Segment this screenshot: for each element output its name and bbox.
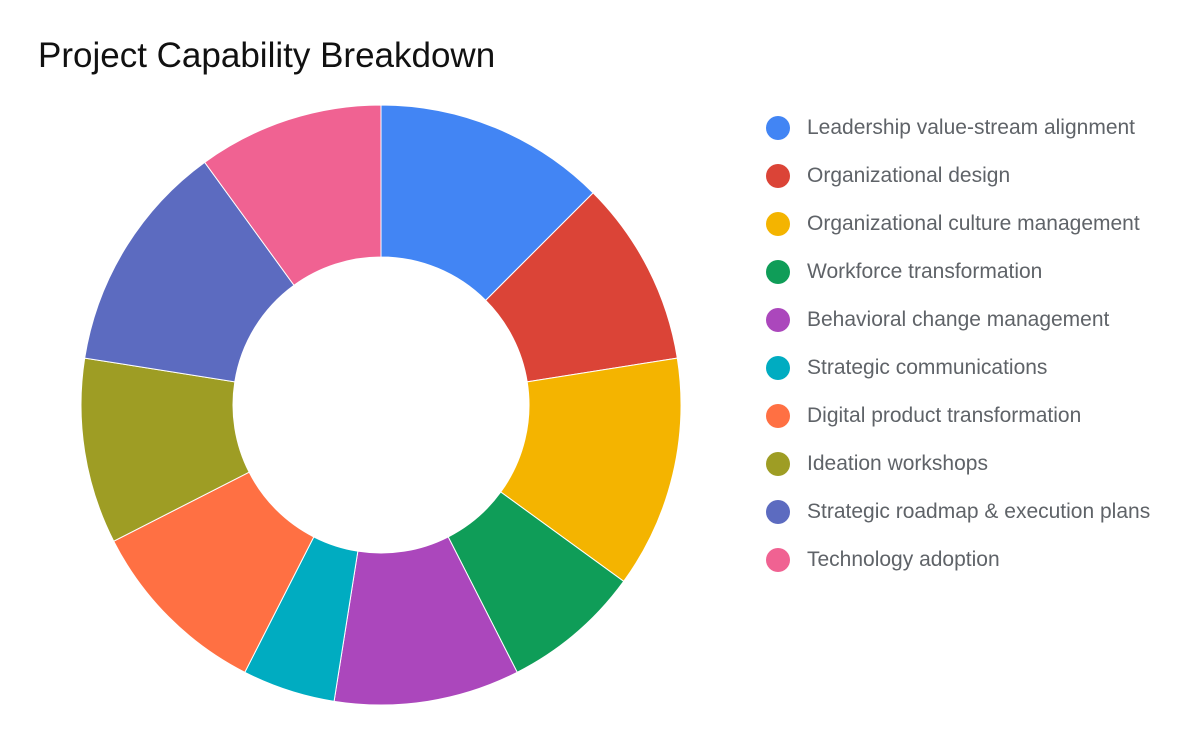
donut-slice-3[interactable] <box>500 357 682 583</box>
chart-legend: Leadership value-stream alignment Organiz… <box>766 104 1150 584</box>
legend-item[interactable]: Strategic communications <box>766 344 1150 392</box>
legend-swatch <box>766 212 790 236</box>
legend-label: Organizational culture management <box>807 212 1140 235</box>
legend-item[interactable]: Digital product transformation <box>766 392 1150 440</box>
legend-item[interactable]: Workforce transformation <box>766 248 1150 296</box>
legend-item[interactable]: Leadership value-stream alignment <box>766 104 1150 152</box>
legend-item[interactable]: Technology adoption <box>766 536 1150 584</box>
legend-label: Strategic roadmap & execution plans <box>807 500 1151 523</box>
legend-label: Workforce transformation <box>807 260 1043 283</box>
legend-label: Leadership value-stream alignment <box>807 116 1136 139</box>
legend-item[interactable]: Strategic roadmap & execution plans <box>766 488 1150 536</box>
legend-item[interactable]: Ideation workshops <box>766 440 1150 488</box>
legend-swatch <box>766 452 790 476</box>
legend-swatch <box>766 308 790 332</box>
legend-swatch <box>766 260 790 284</box>
legend-item[interactable]: Behavioral change management <box>766 296 1150 344</box>
legend-label: Strategic communications <box>807 356 1048 379</box>
legend-label: Technology adoption <box>807 548 1000 571</box>
legend-swatch <box>766 356 790 380</box>
chart-title: Project Capability Breakdown <box>38 36 496 75</box>
legend-label: Organizational design <box>807 164 1011 187</box>
legend-label: Ideation workshops <box>807 452 988 475</box>
legend-item[interactable]: Organizational culture management <box>766 200 1150 248</box>
legend-item[interactable]: Organizational design <box>766 152 1150 200</box>
legend-swatch <box>766 116 790 140</box>
legend-swatch <box>766 164 790 188</box>
donut-chart <box>80 104 682 706</box>
donut-slice-1[interactable] <box>380 104 594 302</box>
donut-slice-9[interactable] <box>84 161 295 383</box>
donut-slice-10[interactable] <box>203 104 382 286</box>
donut-slices <box>80 104 682 706</box>
legend-swatch <box>766 500 790 524</box>
legend-swatch <box>766 548 790 572</box>
legend-label: Digital product transformation <box>807 404 1082 427</box>
legend-swatch <box>766 404 790 428</box>
legend-label: Behavioral change management <box>807 308 1110 331</box>
